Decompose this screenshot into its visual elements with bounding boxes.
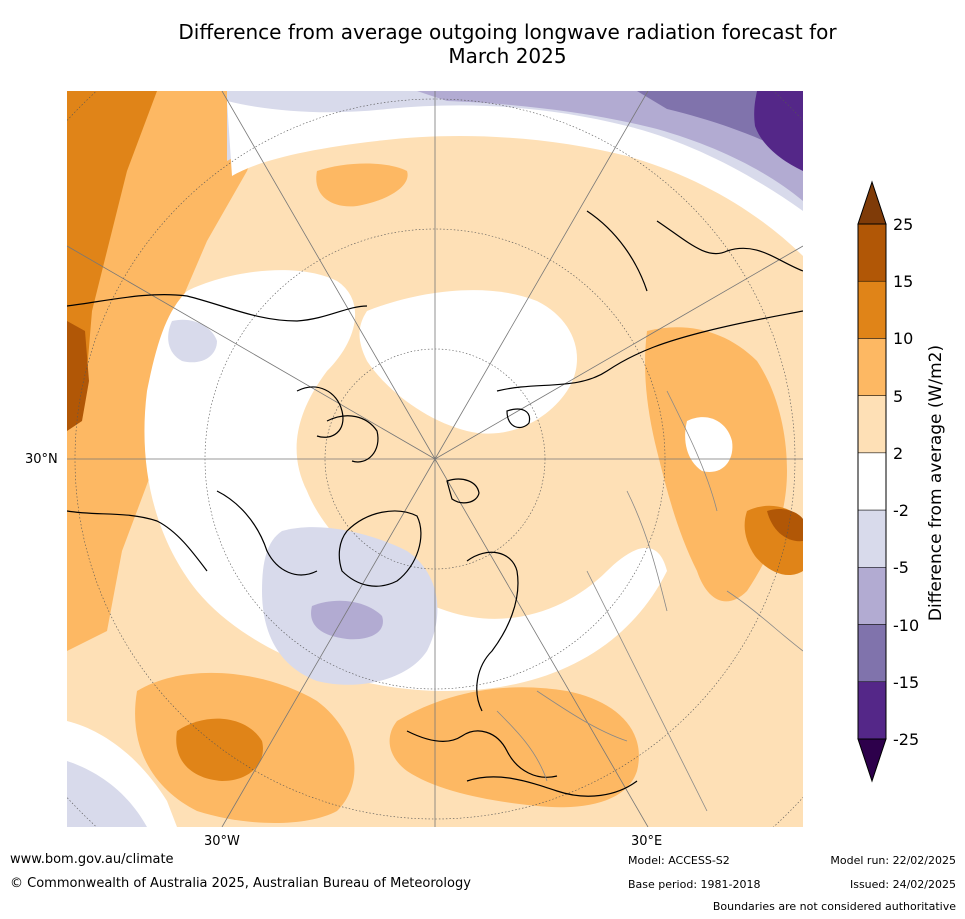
colorbar-band [857,509,887,568]
anomaly-region-sw-negative [67,751,147,827]
colorbar-tick-minus-2: -2 [893,501,909,520]
anomaly-region-west-strong [67,91,157,391]
anomaly-region-west-pacific [67,91,277,651]
colorbar-band [857,223,887,282]
colorbar-tick-minus-25: -25 [893,730,920,749]
colorbar-band [857,681,887,740]
colorbar-band [857,452,887,511]
coastlines [67,210,803,797]
colorbar-over-extension [857,180,887,225]
footer-model: Model: ACCESS-S2 [628,854,730,867]
colorbar-under-extension [857,738,887,783]
colorbar-tick-10: 10 [893,329,914,348]
footer-website: www.bom.gov.au/climate [10,852,174,867]
colorbar-tick-minus-15: -15 [893,673,920,692]
colorbar-band [857,567,887,625]
colorbar-band [857,280,887,339]
anomaly-region-asia-near-normal [685,417,733,472]
colorbar-band [857,395,887,454]
colorbar [857,180,887,783]
lon-label-30w: 30°W [204,834,240,849]
footer-copyright: © Commonwealth of Australia 2025, Austra… [10,876,471,891]
anomaly-region-north-pacific-neg4 [754,91,803,171]
colorbar-band [857,338,887,396]
anomaly-region-asia-peak [767,508,803,542]
colorbar-tick-minus-10: -10 [893,616,920,635]
title-line-1: Difference from average outgoing longwav… [178,20,837,44]
anomaly-region-north-pacific-white [227,101,803,256]
colorbar-title: Difference from average (W/m2) [926,344,946,622]
footer-issued: Issued: 24/02/2025 [849,878,956,891]
anomaly-region-north-warm [316,163,408,207]
country-borders [496,390,803,812]
anomaly-region-sw-near-normal [67,721,177,827]
anomaly-region-europe-warm [389,687,639,808]
anomaly-region-west-peak [67,321,89,431]
chart-title: Difference from average outgoing longwav… [80,20,935,68]
title-line-2: March 2025 [448,44,567,68]
colorbar-tick-minus-5: -5 [893,558,909,577]
anomaly-map [67,91,803,827]
anomaly-region-atlantic-negative-core [311,600,383,640]
lon-label-30e: 30°E [631,834,663,849]
lat-label-30n: 30°N [25,452,58,467]
anomaly-region-west-negative [168,319,217,363]
anomaly-region-sw-strong [176,718,263,781]
colorbar-tick-15: 15 [893,272,914,291]
colorbar-tick-25: 25 [893,215,914,234]
footer-model-run: Model run: 22/02/2025 [830,854,956,867]
footer-boundaries-note: Boundaries are not considered authoritat… [712,900,956,913]
colorbar-band [857,624,887,683]
anomaly-region-arctic-core [359,290,577,434]
meridians [67,91,803,827]
colorbar-tick-5: 5 [893,387,904,406]
anomaly-region-north-pacific-neg1 [227,91,803,251]
colorbar-tick-2: 2 [893,444,904,463]
footer-base-period: Base period: 1981-2018 [628,878,761,891]
